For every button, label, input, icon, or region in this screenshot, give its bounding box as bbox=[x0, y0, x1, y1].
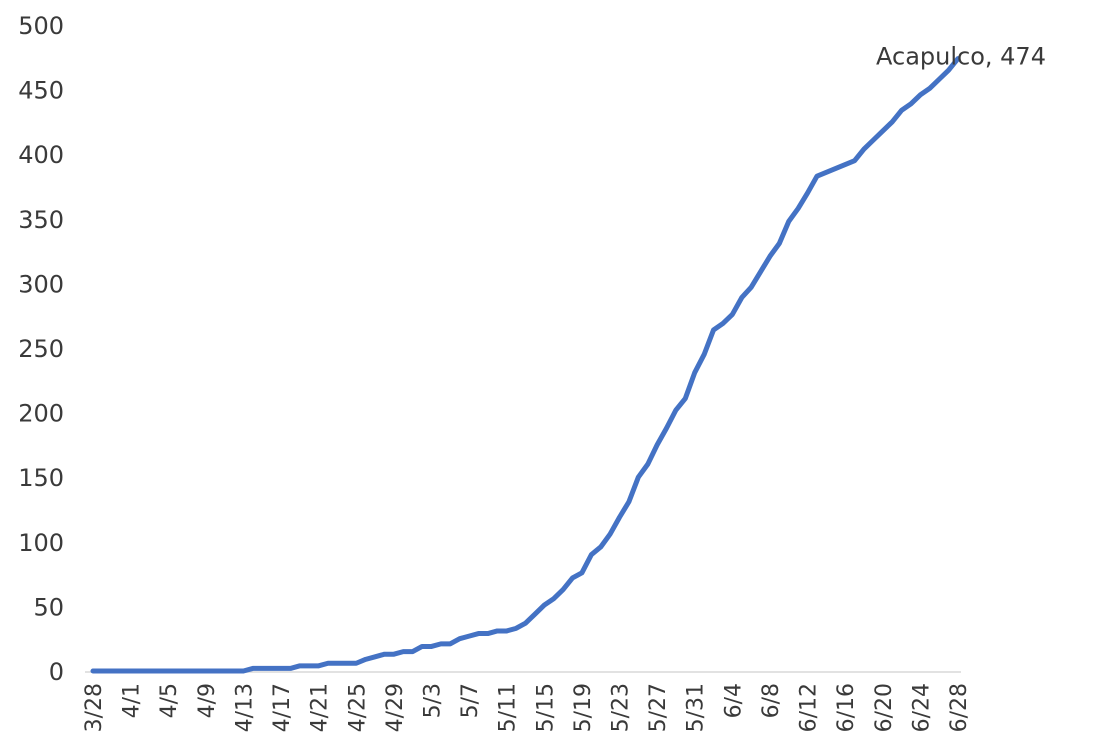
y-tick-label: 500 bbox=[18, 12, 64, 40]
x-tick-label: 3/28 bbox=[82, 683, 107, 732]
y-axis-tick-labels: 0 50 100 150 200 250 300 350 400 450 500 bbox=[18, 12, 64, 686]
end-point-data-label: Acapulco, 474 bbox=[876, 43, 1046, 71]
x-tick-label: 4/9 bbox=[195, 683, 220, 718]
y-tick-label: 50 bbox=[33, 593, 64, 621]
x-tick-label: 4/5 bbox=[157, 683, 182, 718]
x-tick-label: 6/4 bbox=[721, 683, 746, 718]
y-tick-label: 450 bbox=[18, 77, 64, 105]
x-tick-label: 5/3 bbox=[420, 683, 445, 718]
x-tick-label: 5/27 bbox=[646, 683, 671, 732]
x-tick-label: 4/29 bbox=[383, 683, 408, 732]
x-tick-label: 6/24 bbox=[909, 683, 934, 732]
x-axis-tick-labels: 3/28 4/1 4/5 4/9 4/13 4/17 4/21 4/25 4/29 5/3 5/7 5… bbox=[82, 683, 972, 732]
x-tick-label: 5/23 bbox=[609, 683, 634, 732]
x-tick-label: 4/21 bbox=[308, 683, 333, 732]
y-tick-label: 350 bbox=[18, 206, 64, 234]
y-tick-label: 400 bbox=[18, 141, 64, 169]
y-tick-label: 0 bbox=[49, 658, 64, 686]
x-tick-label: 4/17 bbox=[270, 683, 295, 732]
x-tick-label: 4/25 bbox=[345, 683, 370, 732]
y-tick-label: 250 bbox=[18, 335, 64, 363]
x-tick-label: 5/11 bbox=[496, 683, 521, 732]
y-tick-label: 150 bbox=[18, 464, 64, 492]
x-tick-label: 4/1 bbox=[120, 683, 145, 718]
x-tick-label: 6/16 bbox=[834, 683, 859, 732]
series-line bbox=[90, 56, 961, 674]
x-tick-label: 6/12 bbox=[797, 683, 822, 732]
x-tick-label: 6/28 bbox=[947, 683, 972, 732]
x-tick-label: 4/13 bbox=[232, 683, 257, 732]
x-tick-label: 6/8 bbox=[759, 683, 784, 718]
x-tick-label: 5/19 bbox=[571, 683, 596, 732]
y-tick-label: 300 bbox=[18, 270, 64, 298]
y-tick-label: 200 bbox=[18, 400, 64, 428]
x-tick-label: 6/20 bbox=[872, 683, 897, 732]
x-tick-label: 5/7 bbox=[458, 683, 483, 718]
x-tick-label: 5/31 bbox=[684, 683, 709, 732]
x-tick-label: 5/15 bbox=[533, 683, 558, 732]
y-tick-label: 100 bbox=[18, 529, 64, 557]
